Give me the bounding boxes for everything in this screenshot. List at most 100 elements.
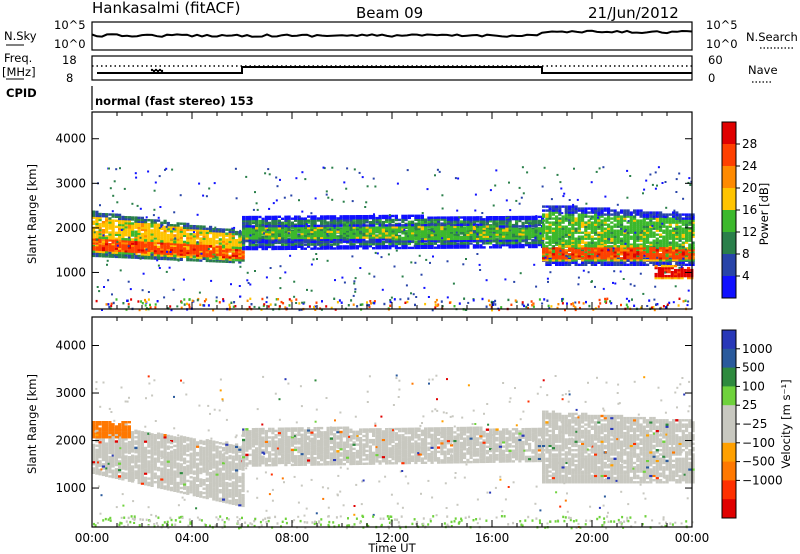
heatmap-cell	[613, 259, 617, 262]
heatmap-cell	[294, 232, 298, 236]
heatmap-cell	[479, 225, 483, 228]
heatmap-cell	[134, 242, 138, 246]
heatmap-cell	[111, 219, 115, 222]
heatmap-cell	[545, 253, 549, 256]
heatmap-cell	[186, 246, 190, 250]
heatmap-cell	[281, 231, 285, 234]
heatmap-cell	[590, 231, 594, 234]
heatmap-cell	[672, 253, 676, 256]
heatmap-cell	[417, 238, 421, 241]
heatmap-cell	[121, 247, 125, 251]
heatmap-cell	[114, 247, 118, 250]
heatmap-cell	[600, 255, 604, 258]
heatmap-cell	[623, 225, 627, 228]
heatmap-cell	[590, 221, 594, 224]
heatmap-cell	[620, 221, 624, 224]
heatmap-cell	[334, 279, 336, 282]
heatmap-cell	[144, 245, 148, 248]
heatmap-cell	[238, 285, 241, 287]
heatmap-cell	[134, 218, 138, 221]
heatmap-cell	[626, 245, 630, 248]
heatmap-cell	[261, 247, 265, 251]
heatmap-cell	[691, 263, 695, 266]
heatmap-cell	[329, 236, 333, 239]
heatmap-cell	[297, 245, 301, 248]
heatmap-cell	[170, 236, 174, 239]
heatmap-cell	[688, 231, 692, 234]
heatmap-cell	[654, 264, 658, 268]
heatmap-cell	[176, 222, 180, 225]
heatmap-cell	[401, 230, 405, 233]
heatmap-cell	[691, 229, 695, 232]
heatmap-cell	[365, 236, 369, 239]
heatmap-cell	[284, 221, 288, 224]
heatmap-cell	[568, 231, 572, 234]
heatmap-cell	[440, 242, 444, 245]
heatmap-cell	[375, 226, 379, 229]
heatmap-cell	[98, 242, 102, 246]
heatmap-cell	[163, 248, 167, 251]
heatmap-cell	[176, 247, 180, 250]
heatmap-cell	[127, 222, 131, 225]
heatmap-cell	[446, 231, 450, 235]
heatmap-cell	[521, 217, 525, 221]
heatmap-cell	[649, 245, 653, 248]
heatmap-cell	[394, 244, 398, 248]
heatmap-cell	[189, 244, 193, 247]
heatmap-cell	[418, 254, 421, 257]
heatmap-cell	[294, 226, 298, 230]
heatmap-cell	[215, 230, 219, 233]
heatmap-cell	[581, 207, 585, 210]
heatmap-cell	[131, 218, 135, 221]
heatmap-cell	[245, 235, 249, 238]
heatmap-cell	[610, 253, 614, 256]
heatmap-cell	[404, 230, 408, 233]
heatmap-cell	[150, 251, 154, 254]
heatmap-cell	[98, 250, 102, 253]
heatmap-cell	[251, 221, 255, 225]
heatmap-cell	[545, 235, 549, 238]
heatmap-cell	[92, 216, 96, 219]
heatmap-cell	[668, 253, 672, 256]
heatmap-cell	[597, 241, 601, 244]
heatmap-cell	[564, 251, 568, 254]
heatmap-cell	[359, 243, 363, 246]
heatmap-cell	[287, 225, 291, 228]
heatmap-cell	[368, 216, 372, 220]
heatmap-cell	[248, 219, 252, 223]
heatmap-cell	[672, 255, 676, 258]
heatmap-cell	[518, 243, 522, 247]
heatmap-cell	[577, 221, 581, 224]
heatmap-cell	[652, 253, 656, 256]
heatmap-cell	[430, 227, 434, 231]
heatmap-cell	[205, 195, 208, 198]
heatmap-cell	[225, 258, 229, 261]
heatmap-cell	[600, 245, 604, 248]
heatmap-cell	[446, 246, 450, 249]
heatmap-cell	[323, 215, 327, 218]
heatmap-cell	[121, 241, 125, 245]
heatmap-cell	[463, 223, 467, 226]
heatmap-cell	[613, 241, 617, 244]
heatmap-cell	[651, 183, 654, 186]
heatmap-cell	[662, 229, 666, 232]
heatmap-cell	[323, 227, 327, 230]
heatmap-cell	[668, 233, 672, 236]
heatmap-cell	[160, 254, 164, 257]
heatmap-cell	[225, 252, 229, 255]
heatmap-cell	[590, 253, 594, 256]
heatmap-cell	[659, 257, 663, 260]
heatmap-cell	[388, 224, 392, 227]
heatmap-cell	[284, 228, 288, 232]
heatmap-cell	[139, 236, 142, 239]
heatmap-cell	[145, 248, 148, 251]
heatmap-cell	[492, 235, 496, 238]
heatmap-cell	[209, 259, 213, 263]
heatmap-cell	[173, 241, 177, 244]
heatmap-cell	[346, 232, 350, 235]
heatmap-cell	[118, 213, 122, 217]
heatmap-cell	[479, 218, 483, 221]
heatmap-cell	[571, 219, 575, 222]
heatmap-cell	[629, 231, 633, 234]
heatmap-cell	[691, 245, 695, 248]
